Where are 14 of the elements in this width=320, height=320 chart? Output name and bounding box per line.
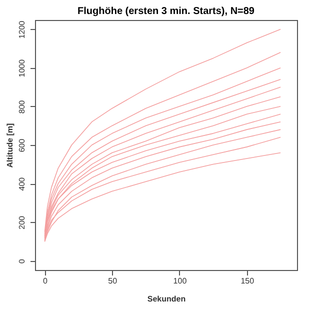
y-tick-label: 1200: [18, 20, 26, 39]
x-tick-label: 0: [42, 276, 48, 286]
x-tick-label: 100: [173, 276, 188, 286]
chart-title: Flughöhe (ersten 3 min. Starts), N=89: [78, 6, 255, 17]
y-axis-title: Altitude [m]: [6, 122, 14, 168]
x-tick-label: 50: [108, 276, 118, 286]
y-tick-label: 1000: [18, 58, 26, 78]
y-tick-label: 0: [18, 258, 26, 264]
y-tick-label: 800: [18, 100, 26, 114]
y-tick-label: 400: [18, 176, 26, 191]
y-tick-label: 600: [18, 138, 26, 152]
x-axis-title: Sekunden: [147, 294, 186, 304]
y-tick-label: 200: [18, 215, 26, 230]
x-tick-label: 150: [240, 276, 255, 286]
